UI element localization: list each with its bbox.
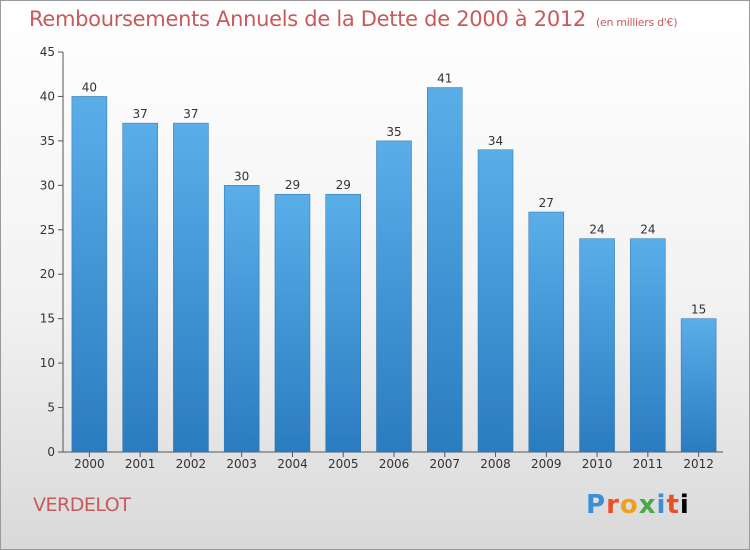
y-tick-label-15: 15 <box>40 312 55 326</box>
bar-2012 <box>680 318 717 453</box>
y-tick-label-0: 0 <box>47 445 55 459</box>
x-tick-label-2008: 2008 <box>480 457 511 471</box>
chart-subtitle: (en milliers d'€) <box>596 16 678 29</box>
commune-name: VERDELOT <box>33 494 131 516</box>
y-tick-label-10: 10 <box>40 356 55 370</box>
value-label-2009: 27 <box>539 196 554 210</box>
bar-2009 <box>528 211 565 453</box>
x-tick-label-2009: 2009 <box>531 457 562 471</box>
x-tick-label-2000: 2000 <box>74 457 105 471</box>
value-label-2004: 29 <box>285 178 300 192</box>
bar-2007 <box>427 87 463 453</box>
bar-2010 <box>579 238 615 453</box>
x-tick-label-2004: 2004 <box>277 457 308 471</box>
value-label-2011: 24 <box>640 223 655 237</box>
value-label-2006: 35 <box>386 125 401 139</box>
value-label-2008: 34 <box>488 134 503 148</box>
y-tick-label-25: 25 <box>40 223 55 237</box>
y-tick-label-40: 40 <box>40 89 55 103</box>
x-tick-label-2003: 2003 <box>226 457 257 471</box>
value-label-2012: 15 <box>691 303 706 317</box>
value-label-2000: 40 <box>82 80 97 94</box>
bar-2000 <box>71 96 108 453</box>
bar-2004 <box>274 193 311 453</box>
x-tick-label-2011: 2011 <box>633 457 664 471</box>
value-label-2005: 29 <box>336 178 351 192</box>
bar-2002 <box>173 122 209 453</box>
value-label-2003: 30 <box>234 169 249 183</box>
x-tick-label-2002: 2002 <box>176 457 207 471</box>
bar-2003 <box>223 185 260 453</box>
bar-2006 <box>376 140 412 453</box>
value-label-2002: 37 <box>183 107 198 121</box>
chart-title-text: Remboursements Annuels de la Dette de 20… <box>29 7 586 31</box>
y-tick-label-45: 45 <box>40 45 55 59</box>
bar-2005 <box>325 193 361 453</box>
bar-2011 <box>630 238 666 453</box>
bar-2008 <box>477 149 514 453</box>
x-tick-label-2006: 2006 <box>379 457 410 471</box>
x-tick-label-2012: 2012 <box>683 457 714 471</box>
x-tick-label-2007: 2007 <box>429 457 460 471</box>
value-label-2007: 41 <box>437 72 452 86</box>
y-tick-label-5: 5 <box>47 401 55 415</box>
bar-2001 <box>122 122 158 453</box>
proxiti-logo[interactable]: Proxiti <box>586 490 690 520</box>
y-tick-label-30: 30 <box>40 178 55 192</box>
x-tick-label-2005: 2005 <box>328 457 359 471</box>
value-label-2001: 37 <box>133 107 148 121</box>
y-tick-label-35: 35 <box>40 134 55 148</box>
chart-title: Remboursements Annuels de la Dette de 20… <box>29 7 677 31</box>
y-tick-label-20: 20 <box>40 267 55 281</box>
x-tick-label-2001: 2001 <box>125 457 156 471</box>
value-label-2010: 24 <box>589 223 604 237</box>
x-tick-label-2010: 2010 <box>582 457 613 471</box>
